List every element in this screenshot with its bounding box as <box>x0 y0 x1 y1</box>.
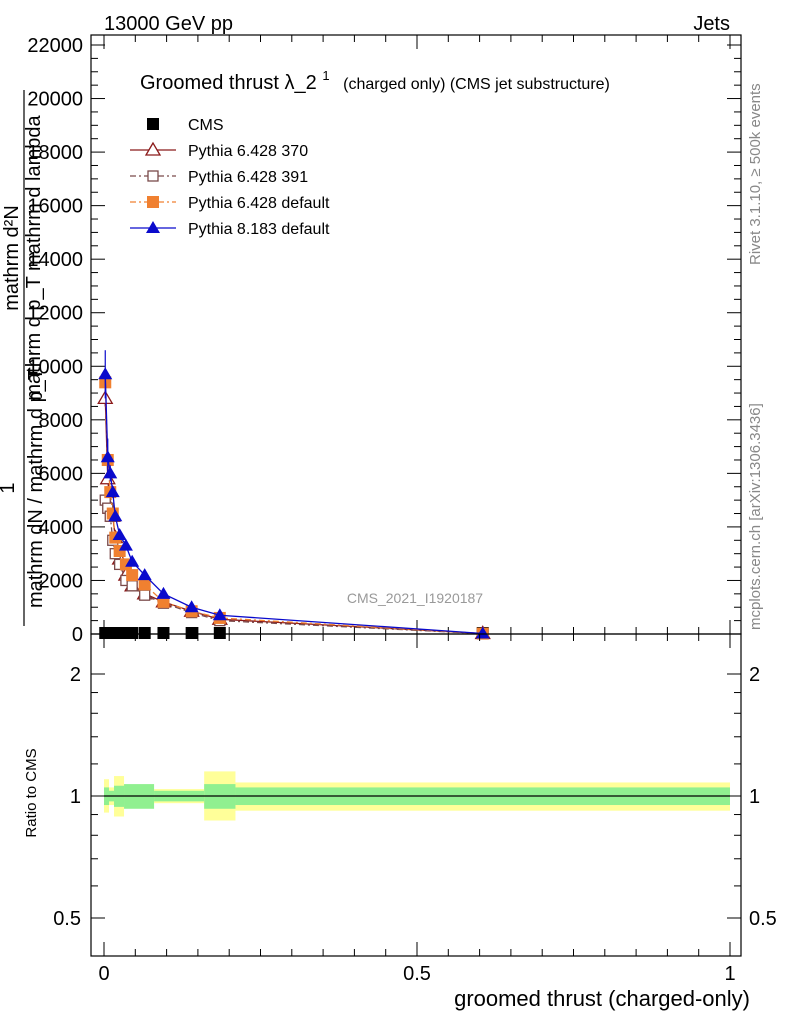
main-y-tick-label: 4000 <box>39 517 84 539</box>
main-y-tick-label: 2000 <box>39 570 84 592</box>
data-point <box>103 466 118 479</box>
main-y-tick-label: 6000 <box>39 463 84 485</box>
ratio-y-axis-label: Ratio to CMS <box>23 748 40 837</box>
data-point <box>157 595 170 608</box>
ratio-y-tick-label-right: 0.5 <box>749 908 777 930</box>
main-y-axis: 0 2000 4000 6000 8000 10000 12000 14000 16000 180… <box>27 35 741 646</box>
ratio-x-tick-label: 1 <box>724 963 735 985</box>
ratio-y-tick-label-right: 1 <box>749 786 760 808</box>
main-y-tick-label: 22000 <box>27 35 83 57</box>
data-point <box>100 450 115 463</box>
data-point <box>138 578 151 591</box>
y-label-numerator-bottom: mathrm d p_T mathrm d lambda <box>23 114 45 400</box>
series-pythia-8-183-default <box>98 350 490 639</box>
main-y-tick-label: 12000 <box>27 303 83 325</box>
x-axis-label: groomed thrust (charged-only) <box>454 986 750 1011</box>
main-y-tick-label: 14000 <box>27 249 83 271</box>
legend-marker <box>147 118 159 130</box>
plot-title-text: Groomed thrust <box>140 72 279 94</box>
ratio-y-axis: 0.5 0.5 1 1 2 2 <box>53 664 777 930</box>
main-y-tick-label: 20000 <box>27 89 83 111</box>
ratio-x-tick-label: 0 <box>98 963 109 985</box>
data-point <box>212 608 227 621</box>
series-line <box>104 499 483 635</box>
legend-label: Pythia 6.428 default <box>188 195 330 212</box>
header-category: Jets <box>693 13 730 35</box>
ratio-plot-frame <box>90 633 742 957</box>
ratio-y-tick-label: 0.5 <box>53 908 81 930</box>
ratio-y-tick-label: 2 <box>70 664 81 686</box>
y-label-denominator: mathrm dN / mathrm d p_T <box>25 368 47 608</box>
legend-marker <box>146 221 160 233</box>
plot-title-symbol: λ_2 <box>285 72 317 94</box>
ratio-x-tick-label: 0.5 <box>403 963 431 985</box>
main-y-tick-label: 0 <box>72 624 83 646</box>
data-point <box>185 627 198 639</box>
data-point <box>139 589 151 601</box>
data-point <box>112 527 127 540</box>
legend-label: Pythia 6.428 370 <box>188 143 308 160</box>
series-pythia-6-428-391 <box>99 494 489 640</box>
main-y-tick-label: 18000 <box>27 142 83 164</box>
rivet-version-label: Rivet 3.1.10, ≥ 500k events <box>747 83 764 265</box>
main-y-tick-label: 8000 <box>39 410 84 432</box>
data-point <box>126 627 139 639</box>
main-x-axis-ticks <box>103 35 731 634</box>
data-point <box>184 600 199 613</box>
mcplots-label: mcplots.cern.ch [arXiv:1306.3436] <box>747 403 764 630</box>
plot-title-superscript: 1 <box>322 68 329 83</box>
ratio-y-tick-label-right: 2 <box>749 664 760 686</box>
header-energy: 13000 GeV pp <box>104 13 233 35</box>
main-y-tick-label: 16000 <box>27 196 83 218</box>
main-y-axis-label: mathrm d²N mathrm d p_T mathrm d lambda … <box>0 90 47 626</box>
y-label-numerator-top: mathrm d²N <box>1 205 23 311</box>
plot-subtitle: (charged only) (CMS jet substructure) <box>343 76 610 93</box>
legend-label: Pythia 8.183 default <box>188 221 330 238</box>
main-data-series <box>97 350 491 640</box>
series-cms <box>99 627 489 639</box>
plot-title: Groomed thrust λ_2 1 (charged only) (CMS… <box>140 63 610 94</box>
ratio-y-tick-label: 1 <box>70 786 81 808</box>
data-point <box>126 569 139 582</box>
data-point <box>156 586 171 599</box>
main-y-tick-label: 10000 <box>27 356 83 378</box>
legend-marker <box>147 170 159 182</box>
legend-label: CMS <box>188 117 224 134</box>
data-point <box>98 367 113 380</box>
legend-label: Pythia 6.428 391 <box>188 169 308 186</box>
ratio-plot-panel: 0.5 0.51 12 2 0 0.5 1 Ratio to CMS groomed th… <box>23 633 777 1011</box>
analysis-watermark: CMS_2021_I1920187 <box>347 590 483 606</box>
legend: CMS Pythia 6.428 370 Pythia 6.428 391 Pythi… <box>130 117 330 238</box>
data-point <box>126 580 138 592</box>
data-point <box>137 568 152 581</box>
data-point <box>118 538 133 551</box>
legend-marker <box>147 196 159 208</box>
data-point <box>108 509 123 522</box>
data-point <box>105 485 120 498</box>
main-plot-panel: 0 2000 4000 6000 8000 10000 12000 14000 16000 180… <box>0 34 742 646</box>
ratio-x-axis: 0 0.5 1 <box>98 634 736 985</box>
data-point <box>125 554 140 567</box>
legend-marker <box>144 141 162 156</box>
data-point <box>213 627 226 639</box>
data-point <box>138 627 151 639</box>
y-label-denominator-one: 1 <box>0 482 19 493</box>
data-point <box>157 627 170 639</box>
